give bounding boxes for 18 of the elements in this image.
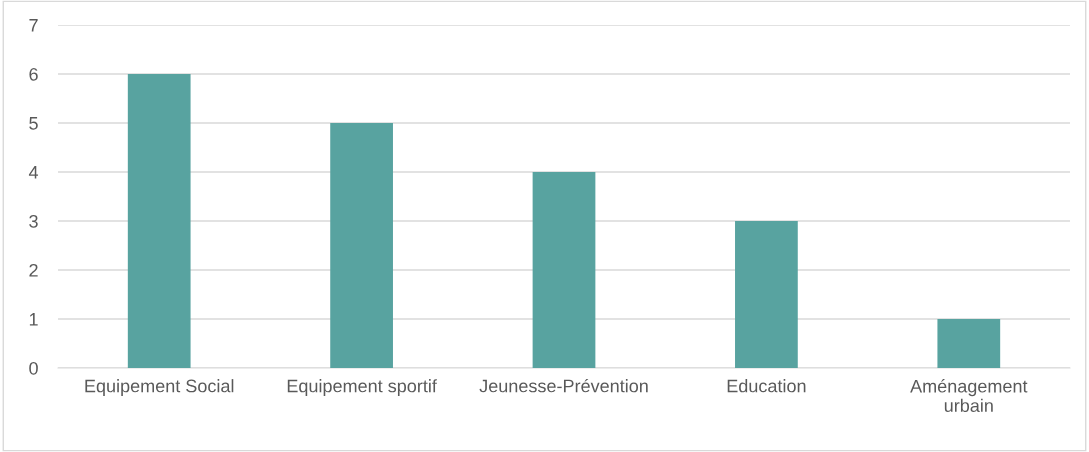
bar <box>937 319 1001 368</box>
x-tick-label: Aménagement urbain <box>910 379 1028 413</box>
x-tick-label: Equipement sportif <box>287 379 437 396</box>
bar <box>532 172 596 368</box>
x-tick-label: Equipement Social <box>85 379 234 396</box>
bar <box>735 221 798 368</box>
y-tick-label: 1 <box>29 313 38 326</box>
y-tick-label: 2 <box>29 263 38 277</box>
bar <box>127 74 191 368</box>
y-tick-label: 7 <box>29 19 38 32</box>
y-tick-label: 0 <box>29 361 38 375</box>
bar <box>330 123 393 368</box>
y-tick-label: 5 <box>29 117 38 130</box>
x-tick-label: Education <box>727 379 806 393</box>
y-tick-label: 3 <box>29 214 38 228</box>
x-tick-label: Jeunesse-Prévention <box>479 378 648 393</box>
y-tick-label: 6 <box>29 67 38 81</box>
y-tick-label: 4 <box>28 166 39 179</box>
